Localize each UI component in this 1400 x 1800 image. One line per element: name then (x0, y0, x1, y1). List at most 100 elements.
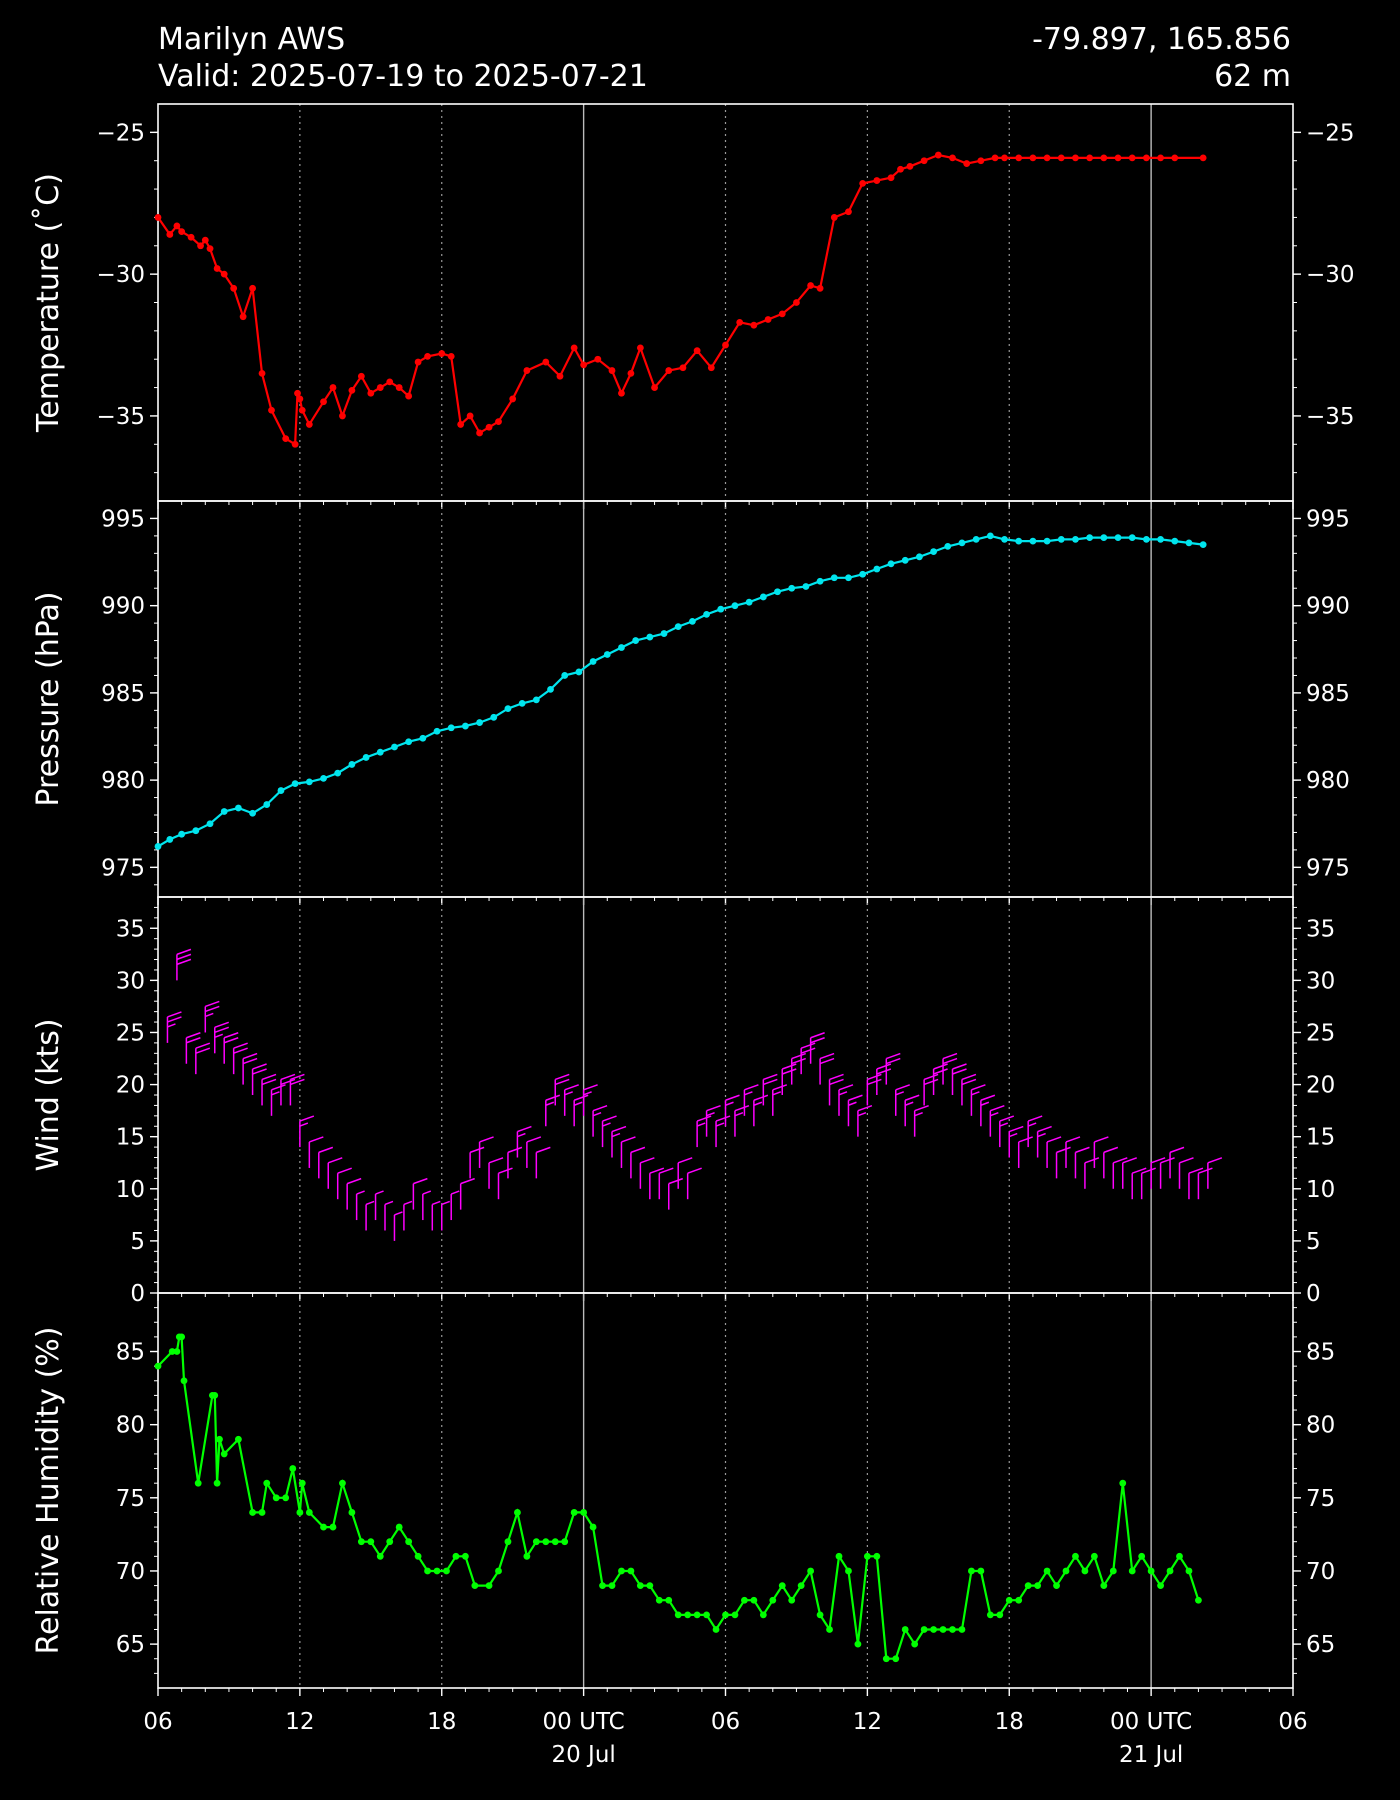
pressure-point (476, 719, 483, 726)
pressure-point (334, 769, 342, 777)
humidity-point (816, 1611, 824, 1619)
xtick-label: 00 UTC (543, 1709, 625, 1735)
wind-barb (185, 1032, 201, 1064)
xtick-date-label: 21 Jul (1119, 1742, 1183, 1768)
wind-barb (734, 1104, 750, 1137)
humidity-point (180, 1377, 188, 1385)
wind-barb (980, 1094, 996, 1127)
wind-barb (1046, 1136, 1062, 1168)
humidity-point (1005, 1596, 1013, 1604)
pressure-point (674, 623, 682, 631)
pressure-point (305, 778, 313, 786)
pressure-point (901, 556, 909, 564)
temperature-ytick-label: −30 (96, 262, 145, 288)
wind-barb (668, 1177, 684, 1210)
wind-ytick-label: 0 (130, 1281, 145, 1307)
temperature-point (1114, 154, 1122, 162)
wind-barb (611, 1125, 627, 1158)
wind-barb (214, 1021, 230, 1054)
temperature-point (282, 435, 290, 443)
humidity-point (958, 1626, 966, 1633)
wind-barb (1188, 1167, 1204, 1200)
pressure-point (362, 754, 370, 761)
humidity-point (778, 1582, 786, 1589)
humidity-point (570, 1509, 578, 1516)
pressure-ytick-label: 975 (101, 855, 145, 881)
humidity-point (1100, 1582, 1108, 1589)
humidity-ytick-label-right: 85 (1306, 1340, 1335, 1366)
humidity-point (168, 1348, 176, 1355)
pressure-point (589, 658, 597, 665)
temperature-point (291, 440, 299, 448)
temperature-point (476, 429, 483, 437)
temperature-point (447, 352, 455, 360)
wind-barb (743, 1084, 759, 1116)
humidity-point (968, 1567, 975, 1575)
pressure-ytick-label-right: 985 (1306, 681, 1350, 707)
humidity-point (154, 1362, 162, 1370)
temperature-point (679, 364, 687, 372)
pressure-point (1171, 537, 1179, 545)
temperature-point (357, 372, 365, 380)
temperature-point (651, 384, 658, 391)
wind-barb (176, 948, 192, 981)
humidity-point (892, 1655, 900, 1663)
humidity-point (1119, 1479, 1127, 1487)
x-axis: 06 12 18 00 UTC 20 Jul 06 12 18 00 UTC 21 Jul 06 (143, 1709, 1307, 1768)
temperature-point (963, 160, 971, 167)
humidity-point (339, 1479, 346, 1487)
humidity-point (901, 1626, 909, 1633)
humidity-point (1138, 1552, 1146, 1560)
humidity-point (712, 1626, 720, 1633)
humidity-point (1081, 1567, 1089, 1575)
temperature-point (722, 341, 729, 349)
pressure-point (859, 570, 867, 578)
wind-barb (923, 1073, 939, 1106)
humidity-point (674, 1611, 682, 1619)
temperature-point (329, 384, 337, 391)
humidity-point (1195, 1596, 1202, 1604)
pressure-point (603, 651, 611, 658)
wind-ytick-label: 15 (116, 1125, 145, 1151)
station-name: Marilyn AWS (158, 22, 345, 57)
wind-barb (251, 1063, 267, 1095)
temperature-point (707, 364, 715, 372)
pressure-point (788, 584, 796, 592)
pressure-point (405, 738, 413, 746)
temperature-point (268, 406, 275, 414)
wind-barb (658, 1167, 674, 1200)
humidity-point (986, 1611, 994, 1619)
pressure-point (320, 774, 327, 782)
wind-barb (1140, 1167, 1156, 1200)
wind-barb (705, 1104, 721, 1137)
pressure-point (234, 804, 242, 812)
pressure-point (291, 780, 299, 788)
humidity-point (514, 1509, 521, 1516)
humidity-point (211, 1392, 219, 1399)
humidity-point (1157, 1582, 1164, 1589)
wind-barb (412, 1177, 428, 1210)
humidity-point (1034, 1582, 1042, 1589)
temperature-point (348, 387, 356, 394)
humidity-ytick-label-right: 65 (1306, 1632, 1335, 1658)
temperature-point (1043, 154, 1051, 162)
humidity-point (173, 1348, 181, 1355)
pressure-ytick-label-right: 980 (1306, 768, 1350, 794)
pressure-point (845, 574, 852, 582)
temperature-point (1171, 154, 1179, 162)
temperature-point (1072, 154, 1079, 162)
humidity-panel: 65 65 70 70 75 75 80 80 85 85 Relative Humidity (%… (31, 1292, 1335, 1696)
temperature-point (296, 395, 304, 403)
pressure-point (1100, 534, 1108, 542)
temperature-point (793, 299, 800, 306)
wind-panel: 0 0 5 5 10 10 15 15 20 20 25 25 30 30 35 35 Wind (kts) (31, 896, 1335, 1307)
wind-barb (1065, 1136, 1081, 1168)
pressure-ytick-label: 995 (101, 506, 145, 532)
humidity-point (826, 1626, 833, 1633)
temperature-point (764, 316, 772, 323)
wind-barb (299, 1115, 315, 1148)
wind-barb (526, 1136, 542, 1168)
temperature-point (1142, 154, 1150, 162)
wind-ytick-label-right: 5 (1306, 1229, 1321, 1255)
humidity-point (807, 1567, 815, 1575)
